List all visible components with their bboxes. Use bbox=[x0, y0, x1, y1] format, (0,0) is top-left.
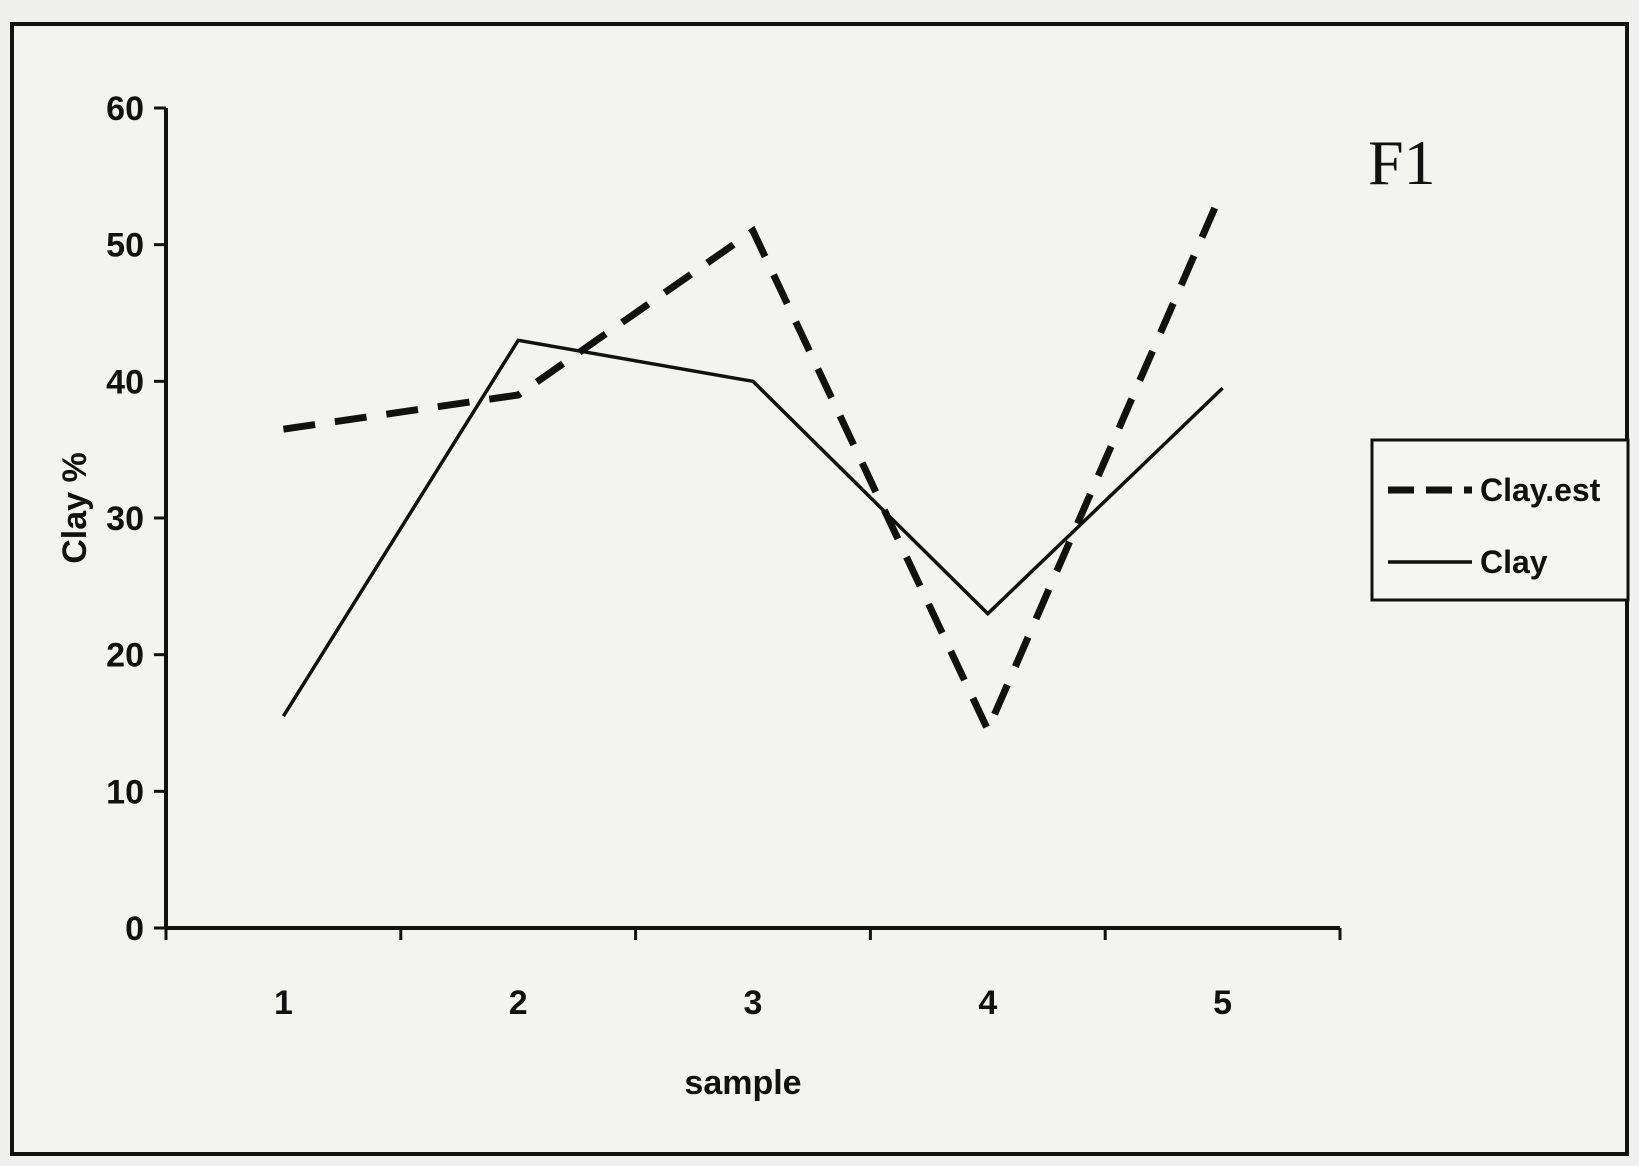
x-tick-label: 3 bbox=[744, 984, 763, 1022]
series-lines bbox=[281, 188, 1226, 739]
y-tick-label: 20 bbox=[106, 637, 144, 675]
x-tick-label: 2 bbox=[509, 984, 528, 1022]
y-tick-label: 10 bbox=[106, 773, 144, 811]
y-tick-label: 50 bbox=[106, 227, 144, 265]
y-ticks: 0 10 20 30 40 50 60 bbox=[106, 90, 166, 948]
legend-box bbox=[1370, 438, 1630, 602]
y-axis-title: Clay % bbox=[56, 452, 94, 564]
y-tick-label: 0 bbox=[125, 910, 144, 948]
legend-label: Clay.est bbox=[1480, 472, 1601, 508]
x-tick-label: 5 bbox=[1213, 984, 1232, 1022]
x-tick-label: 1 bbox=[274, 984, 293, 1022]
legend: Clay.est Clay bbox=[1370, 438, 1630, 602]
y-tick-label: 40 bbox=[106, 363, 144, 401]
chart-frame bbox=[10, 22, 1629, 1156]
series-line-clay-est bbox=[282, 188, 1226, 739]
panel-label: F1 bbox=[1368, 127, 1436, 198]
x-axis-title: sample bbox=[684, 1064, 801, 1102]
y-tick-label: 30 bbox=[106, 500, 144, 538]
x-ticks: 1 2 3 4 5 bbox=[164, 928, 1342, 1022]
legend-label: Clay bbox=[1480, 544, 1548, 580]
series-line-clay bbox=[281, 338, 1224, 718]
x-tick-label: 4 bbox=[978, 984, 997, 1022]
y-tick-label: 60 bbox=[106, 90, 144, 128]
